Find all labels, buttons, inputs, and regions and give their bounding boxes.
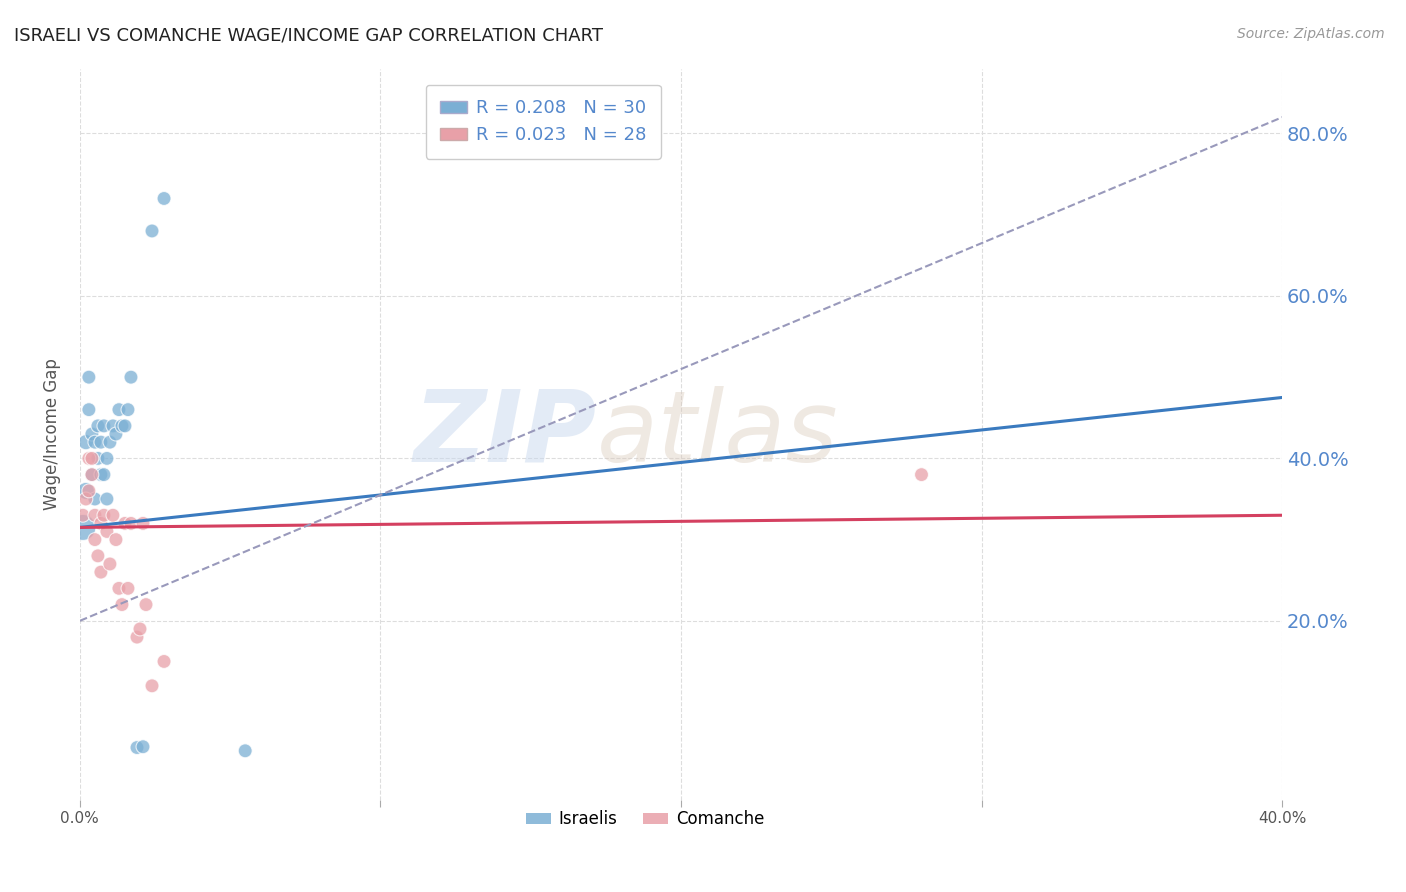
Point [114, 418, 136, 433]
Point [80, 427, 103, 442]
Point [111, 418, 134, 433]
Point [83, 508, 105, 523]
Point [75, 435, 97, 450]
Point [98, 557, 121, 571]
Point [80, 467, 103, 482]
Text: ZIP: ZIP [413, 385, 598, 483]
Point [135, 598, 157, 612]
Point [108, 582, 131, 596]
Point [108, 402, 131, 417]
Point [87, 549, 110, 563]
Point [117, 402, 139, 417]
Point [87, 451, 110, 466]
Point [233, 744, 256, 758]
Point [96, 451, 118, 466]
Point [104, 533, 127, 547]
Point [83, 491, 105, 506]
Point [98, 435, 121, 450]
Point [101, 418, 124, 433]
Point [96, 524, 118, 539]
Point [93, 508, 115, 523]
Point [77, 451, 100, 466]
Point [80, 451, 103, 466]
Point [93, 418, 115, 433]
Legend: Israelis, Comanche: Israelis, Comanche [519, 804, 770, 835]
Point [72, 508, 94, 523]
Point [83, 533, 105, 547]
Point [80, 467, 103, 482]
Point [87, 418, 110, 433]
Point [90, 516, 112, 531]
Point [75, 491, 97, 506]
Point [111, 598, 134, 612]
Point [117, 582, 139, 596]
Point [96, 491, 118, 506]
Text: atlas: atlas [598, 385, 838, 483]
Point [114, 516, 136, 531]
Point [75, 483, 97, 498]
Point [77, 483, 100, 498]
Point [132, 516, 155, 531]
Point [120, 370, 142, 384]
Point [104, 427, 127, 442]
Point [910, 467, 932, 482]
Point [141, 679, 163, 693]
Point [153, 192, 176, 206]
Point [77, 370, 100, 384]
Point [101, 508, 124, 523]
Point [90, 565, 112, 579]
Y-axis label: Wage/Income Gap: Wage/Income Gap [44, 358, 60, 510]
Point [153, 655, 176, 669]
Point [141, 224, 163, 238]
Point [72, 520, 94, 534]
Point [132, 739, 155, 754]
Point [120, 516, 142, 531]
Point [93, 467, 115, 482]
Point [90, 467, 112, 482]
Point [83, 435, 105, 450]
Point [125, 630, 148, 644]
Text: Source: ZipAtlas.com: Source: ZipAtlas.com [1237, 27, 1385, 41]
Text: ISRAELI VS COMANCHE WAGE/INCOME GAP CORRELATION CHART: ISRAELI VS COMANCHE WAGE/INCOME GAP CORR… [14, 27, 603, 45]
Point [90, 435, 112, 450]
Point [77, 402, 100, 417]
Point [129, 622, 152, 636]
Point [125, 740, 148, 755]
